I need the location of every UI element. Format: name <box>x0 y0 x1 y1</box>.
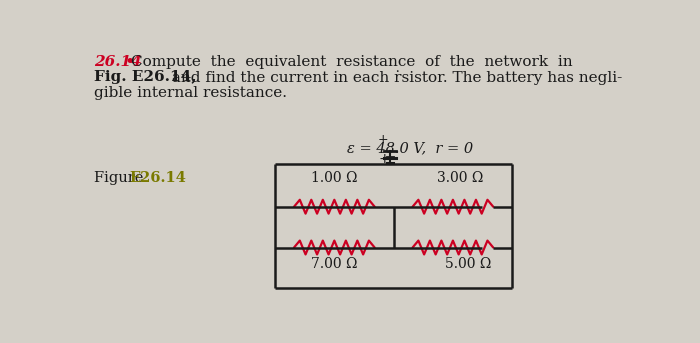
Text: gible internal resistance.: gible internal resistance. <box>94 86 287 100</box>
Text: Compute  the  equivalent  resistance  of  the  network  in: Compute the equivalent resistance of the… <box>131 55 573 69</box>
Text: •: • <box>120 55 141 69</box>
Text: Fig. E26.14,: Fig. E26.14, <box>94 70 196 84</box>
Text: ε = 48.0 V,  r = 0: ε = 48.0 V, r = 0 <box>347 141 473 155</box>
Text: 1.00 Ω: 1.00 Ω <box>311 171 358 185</box>
Text: and find the current in each ṙsistor. The battery has negli-: and find the current in each ṙsistor. T… <box>167 70 622 85</box>
Text: +: + <box>379 152 391 166</box>
Text: E26.14: E26.14 <box>130 170 186 185</box>
Text: 26.14: 26.14 <box>94 55 141 69</box>
Text: 3.00 Ω: 3.00 Ω <box>438 171 484 185</box>
Text: Figure: Figure <box>94 170 148 185</box>
Text: +: + <box>377 133 388 146</box>
Text: 5.00 Ω: 5.00 Ω <box>445 257 491 271</box>
Text: 7.00 Ω: 7.00 Ω <box>311 257 358 271</box>
